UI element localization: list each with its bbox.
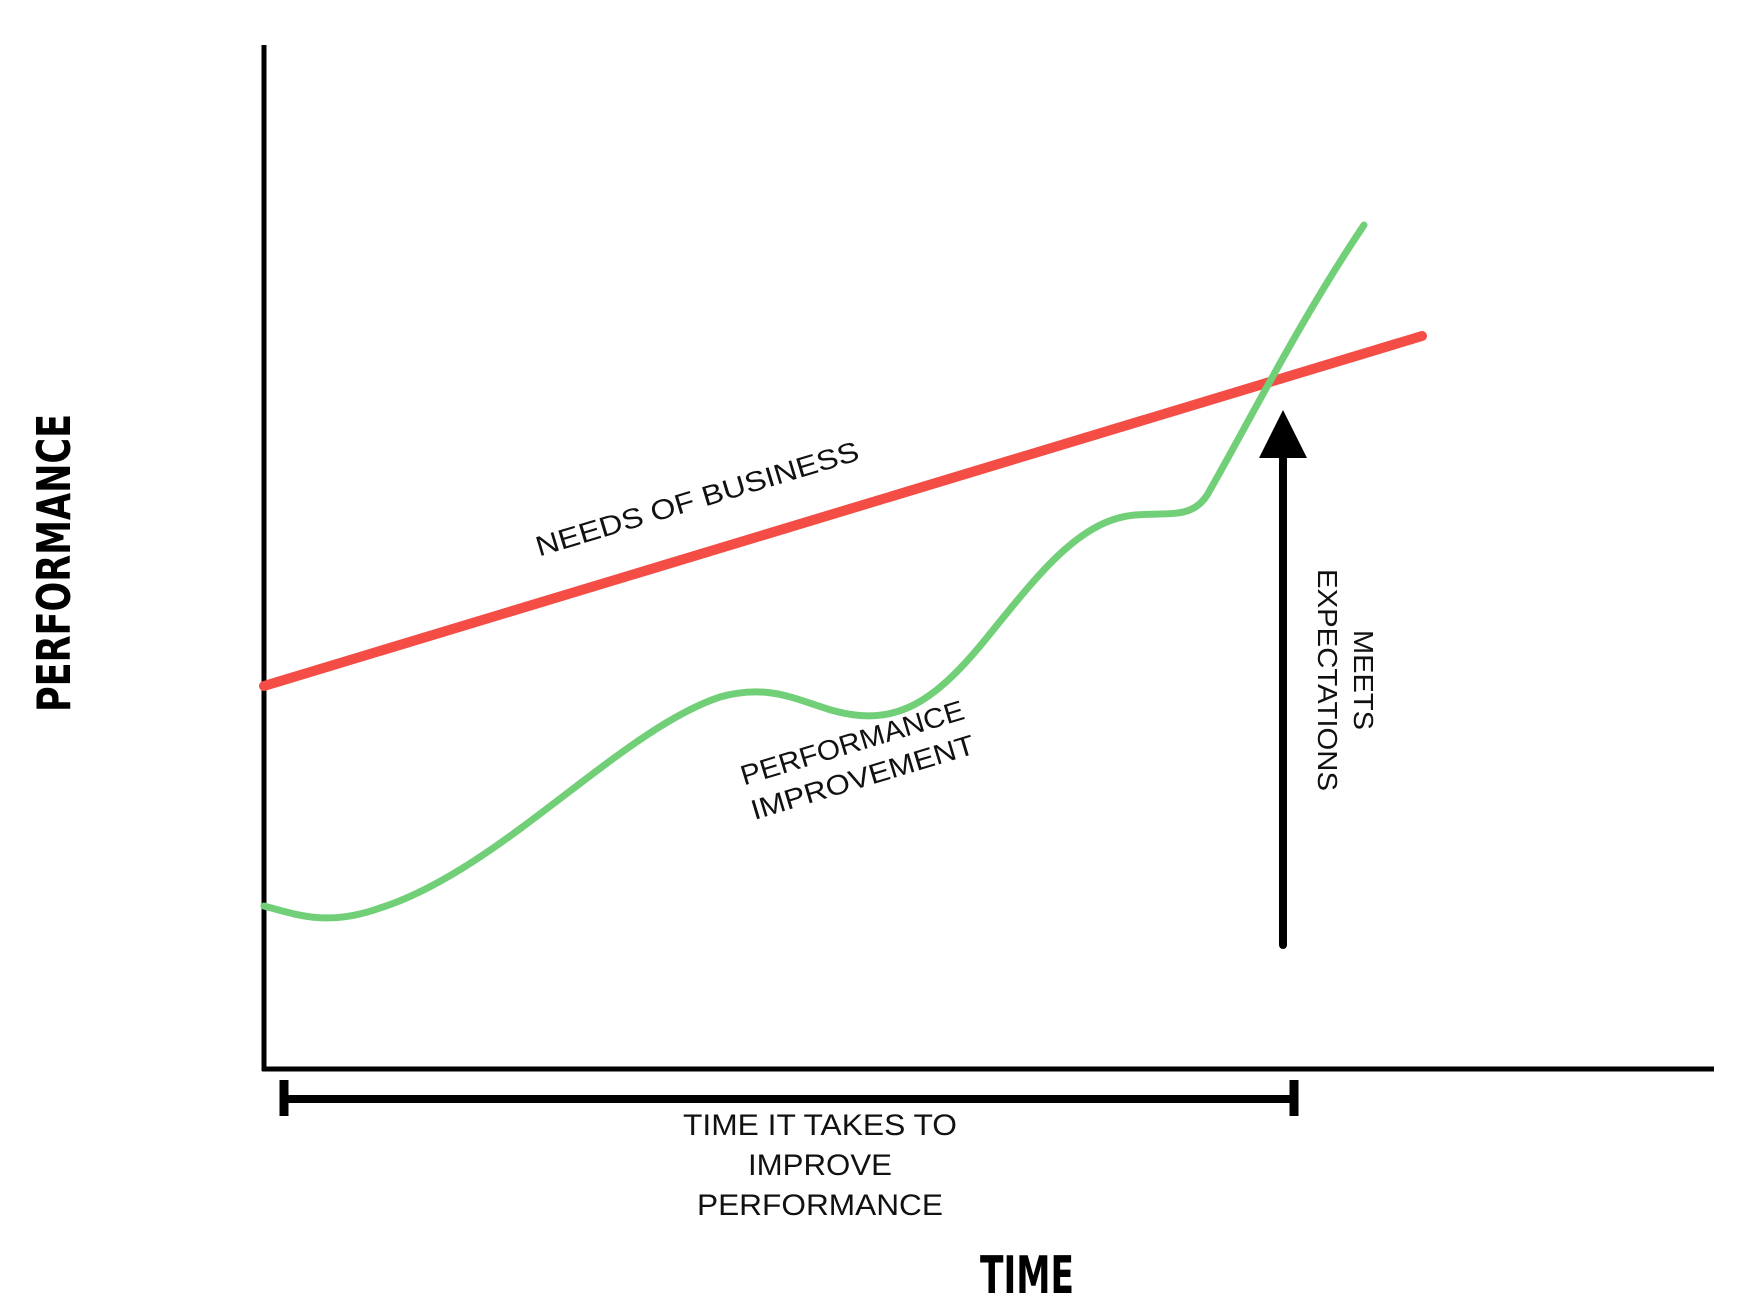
performance-improvement-curve	[260, 221, 1368, 922]
duration-label-line2: IMPROVE	[748, 1149, 892, 1182]
y-axis-title: PERFORMANCE	[27, 414, 81, 712]
needs-of-business-line	[259, 331, 1427, 691]
duration-label-line3: PERFORMANCE	[697, 1189, 943, 1222]
needs-of-business-label: NEEDS OF BUSINESS	[532, 436, 863, 563]
duration-label-line1: TIME IT TAKES TO	[683, 1109, 957, 1142]
meets-expectations-label-line2: EXPECTATIONS	[1312, 569, 1343, 791]
meets-expectations-label: MEETS EXPECTATIONS	[1312, 569, 1379, 791]
up-arrow-icon	[1259, 410, 1307, 949]
range-bracket-icon	[279, 1080, 1299, 1116]
meets-expectations-label-line1: MEETS	[1348, 630, 1379, 730]
duration-label: TIME IT TAKES TO IMPROVE PERFORMANCE	[683, 1109, 957, 1222]
x-axis-title: TIME	[980, 1246, 1074, 1306]
